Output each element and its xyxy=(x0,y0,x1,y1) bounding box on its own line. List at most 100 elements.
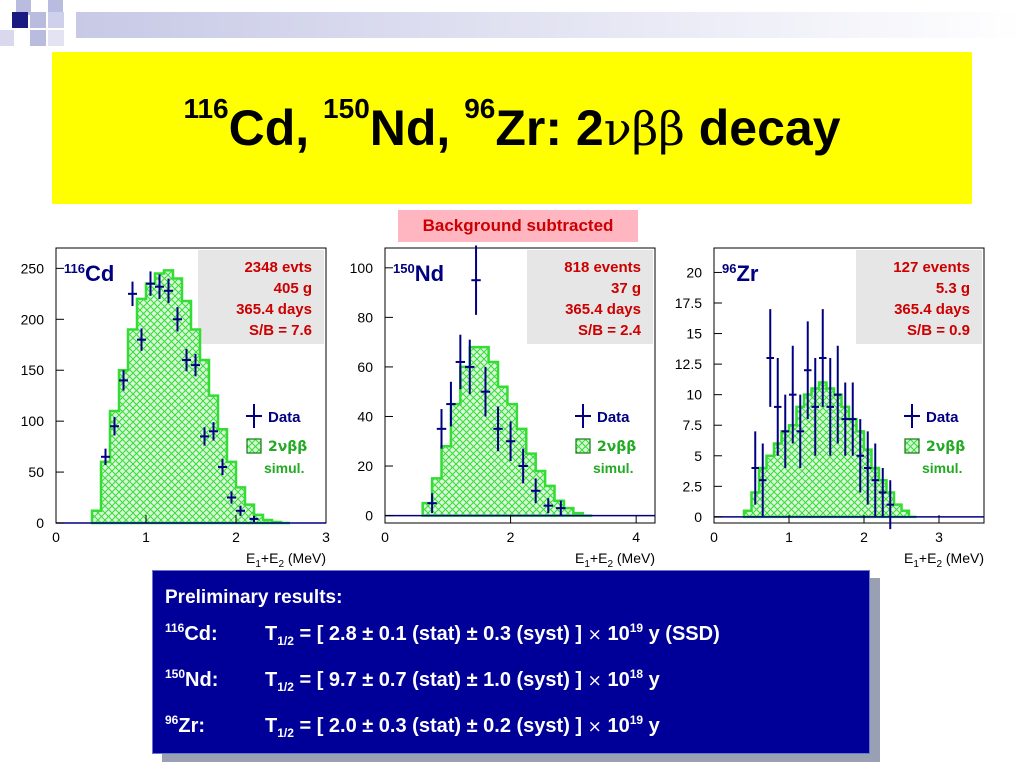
title-tail: decay xyxy=(684,100,841,156)
data-point xyxy=(781,394,789,468)
info-line: 818 events xyxy=(564,259,641,276)
data-point xyxy=(856,419,864,493)
data-point xyxy=(101,448,110,465)
data-point xyxy=(173,307,182,332)
legend-sim-marker xyxy=(904,438,920,454)
info-line: 365.4 days xyxy=(236,301,312,318)
data-point xyxy=(886,480,894,530)
y-tick-label: 20 xyxy=(686,264,702,280)
data-point xyxy=(227,491,236,504)
info-line: 5.3 g xyxy=(936,280,970,297)
legend-sim-label-2: simul. xyxy=(264,460,304,476)
result-t-sub: 1/2 xyxy=(277,680,294,694)
isotope-label: 150Nd xyxy=(393,261,444,286)
y-tick-label: 0 xyxy=(365,508,373,524)
y-tick-label: 12.5 xyxy=(675,356,702,372)
results-heading: Preliminary results: xyxy=(165,587,343,608)
legend-sim-marker xyxy=(246,438,262,454)
x-tick-label: 4 xyxy=(632,529,640,545)
result-t: T xyxy=(265,669,278,691)
y-tick-label: 60 xyxy=(357,359,373,375)
data-point xyxy=(249,515,259,522)
result-row: 150Nd: T1/2 = [ 9.7 ± 0.7 (stat) ± 1.0 (s… xyxy=(165,667,660,694)
result-mass: 116 xyxy=(165,621,185,635)
result-suffix: y xyxy=(643,715,660,737)
legend-sim-marker xyxy=(575,438,591,454)
y-tick-label: 100 xyxy=(21,413,45,429)
title-box: 116Cd, 150Nd, 96Zr: 2νββ decay xyxy=(52,52,972,204)
result-element: Nd: xyxy=(185,669,219,691)
data-point xyxy=(849,382,857,456)
info-line: S/B = 2.4 xyxy=(578,322,642,339)
result-exp: 19 xyxy=(629,713,644,727)
x-axis-label: E1+E2 (MeV) xyxy=(904,550,984,570)
data-point xyxy=(530,478,541,504)
info-line: 405 g xyxy=(274,280,312,297)
data-point xyxy=(789,345,797,444)
result-times: × xyxy=(587,671,602,691)
x-tick-label: 0 xyxy=(710,529,718,545)
result-row: 96Zr: T1/2 = [ 2.0 ± 0.3 (stat) ± 0.2 (sy… xyxy=(165,713,660,740)
x-axis-label: E1+E2 (MeV) xyxy=(575,550,655,570)
data-point xyxy=(834,345,842,444)
x-tick-label: 1 xyxy=(142,529,150,545)
title-element-zr: Zr: 2 xyxy=(495,100,604,156)
result-times: × xyxy=(587,717,602,737)
legend: Data 2νββ simul. xyxy=(575,404,636,476)
x-tick-label: 2 xyxy=(860,529,868,545)
title-mass-cd: 116 xyxy=(183,93,229,124)
y-tick-label: 0 xyxy=(694,509,702,525)
data-point xyxy=(155,274,164,299)
data-point xyxy=(209,422,218,441)
data-point xyxy=(811,358,819,456)
legend-sim-label: 2νββ xyxy=(597,439,636,455)
data-point xyxy=(137,328,146,351)
info-box xyxy=(856,250,982,344)
data-point xyxy=(119,370,128,391)
result-times: × xyxy=(587,625,602,645)
title-mass-nd: 150 xyxy=(323,93,370,124)
x-tick-label: 3 xyxy=(935,529,943,545)
background-subtracted-label: Background subtracted xyxy=(398,210,638,242)
data-point xyxy=(518,448,528,484)
result-suffix: y (SSD) xyxy=(643,623,720,645)
chart-cd116: 2348 evts 405 g 365.4 days S/B = 7.6 0 50 100 1… xyxy=(21,247,330,570)
legend-data-label: Data xyxy=(268,409,301,426)
y-tick-label: 150 xyxy=(21,362,45,378)
y-tick-label: 0 xyxy=(36,515,44,531)
info-line: 37 g xyxy=(611,280,641,297)
info-box xyxy=(198,250,324,344)
data-point xyxy=(826,358,834,456)
info-line: 127 events xyxy=(893,259,970,276)
result-value: = [ 2.8 ± 0.1 (stat) ± 0.3 (syst) ] xyxy=(293,623,588,645)
y-tick-label: 20 xyxy=(357,458,373,474)
x-tick-label: 3 xyxy=(322,529,330,545)
x-axis-label: E1+E2 (MeV) xyxy=(246,550,326,570)
data-point xyxy=(110,417,119,436)
info-line: S/B = 0.9 xyxy=(907,322,970,339)
data-point xyxy=(804,321,812,420)
slide-title: 116Cd, 150Nd, 96Zr: 2νββ decay xyxy=(183,93,841,157)
data-point xyxy=(218,458,227,476)
data-point xyxy=(465,339,475,395)
legend-sim-label: 2νββ xyxy=(926,439,965,455)
result-element: Zr: xyxy=(178,715,206,737)
data-point xyxy=(427,493,437,514)
info-line: 365.4 days xyxy=(894,301,970,318)
data-point xyxy=(796,394,804,468)
result-t: T xyxy=(265,623,278,645)
data-point xyxy=(759,443,767,517)
result-value: = [ 9.7 ± 0.7 (stat) ± 1.0 (syst) ] xyxy=(293,669,588,691)
data-point xyxy=(774,358,782,456)
result-element: Cd: xyxy=(184,623,218,645)
data-point xyxy=(164,278,173,303)
data-point xyxy=(819,309,827,407)
data-point xyxy=(841,382,849,456)
title-element-cd: Cd, xyxy=(228,100,324,156)
data-point xyxy=(191,353,200,377)
chart-zr96: 127 events 5.3 g 365.4 days S/B = 0.9 0 2.5 5 7… xyxy=(675,247,985,570)
x-tick-label: 1 xyxy=(785,529,793,545)
y-tick-label: 2.5 xyxy=(683,478,703,494)
y-tick-label: 100 xyxy=(350,260,374,276)
